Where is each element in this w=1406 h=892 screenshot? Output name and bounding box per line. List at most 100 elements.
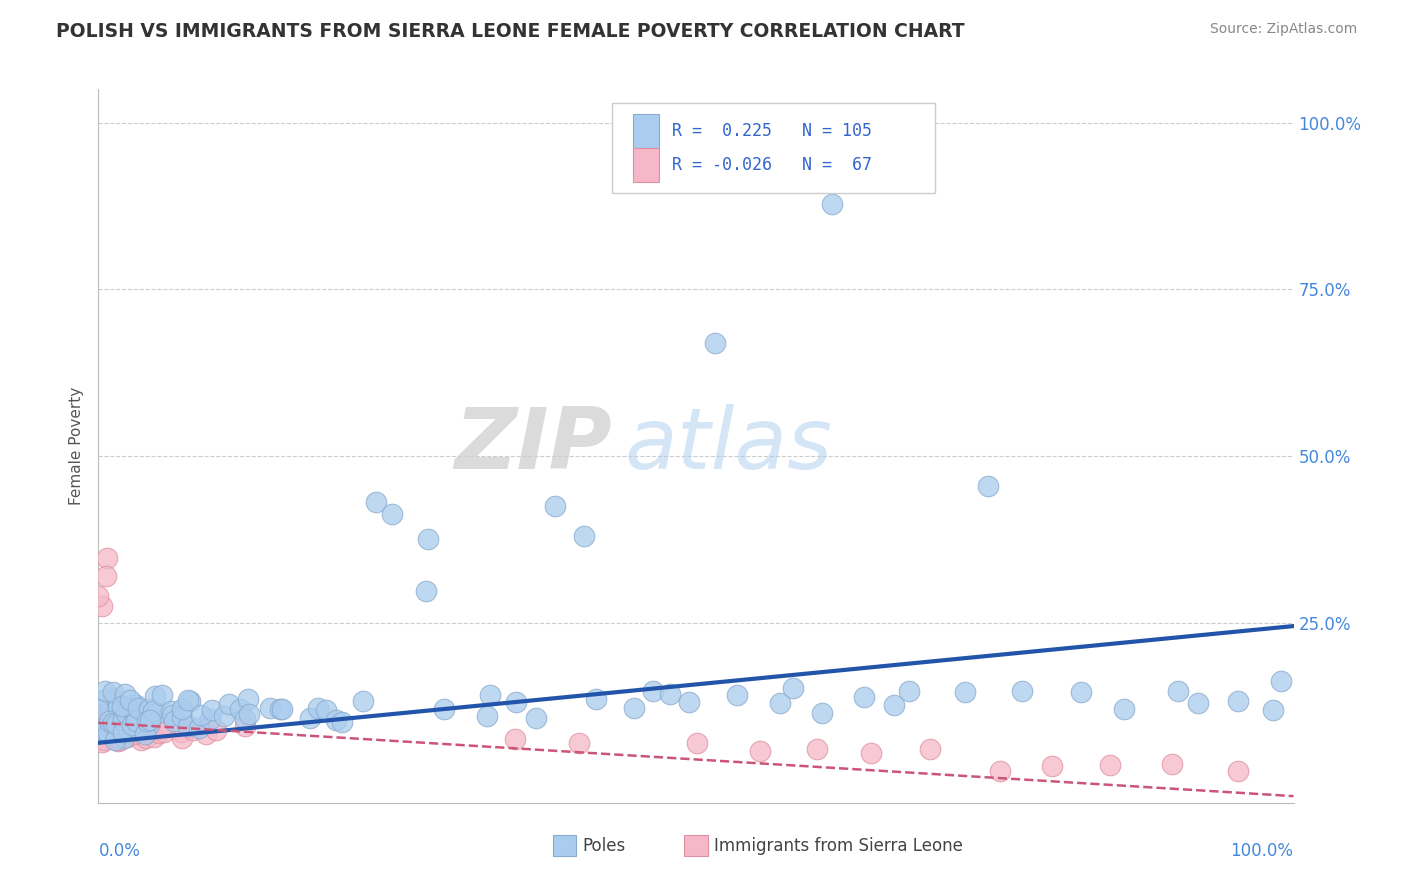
Point xyxy=(125,714,148,728)
Point xyxy=(330,715,353,730)
Point xyxy=(170,701,193,715)
Point xyxy=(111,715,134,730)
Point xyxy=(270,702,292,716)
Point xyxy=(315,703,337,717)
Point xyxy=(659,687,682,701)
Point xyxy=(200,712,222,726)
Point xyxy=(179,694,201,708)
Text: POLISH VS IMMIGRANTS FROM SIERRA LEONE FEMALE POVERTY CORRELATION CHART: POLISH VS IMMIGRANTS FROM SIERRA LEONE F… xyxy=(56,22,965,41)
Point xyxy=(112,725,135,739)
Point xyxy=(572,529,595,543)
Point xyxy=(859,746,882,760)
Point xyxy=(117,712,139,726)
Point xyxy=(259,701,281,715)
Point xyxy=(125,698,148,712)
Point xyxy=(205,723,228,738)
Point xyxy=(121,718,143,732)
Point xyxy=(1187,696,1209,710)
Point xyxy=(821,197,844,211)
Point xyxy=(188,721,211,735)
Point xyxy=(153,724,176,739)
Point xyxy=(162,714,184,729)
Point xyxy=(172,710,194,724)
Text: 100.0%: 100.0% xyxy=(1230,842,1294,860)
Point xyxy=(96,719,118,733)
Point xyxy=(920,742,942,756)
Text: R = -0.026   N =  67: R = -0.026 N = 67 xyxy=(672,156,872,174)
Y-axis label: Female Poverty: Female Poverty xyxy=(69,387,84,505)
Point xyxy=(138,717,160,731)
Point xyxy=(121,725,143,739)
Point xyxy=(641,684,664,698)
Point xyxy=(114,723,136,738)
Point xyxy=(299,710,322,724)
Point xyxy=(111,715,134,730)
Point xyxy=(115,728,138,742)
Point xyxy=(201,703,224,717)
Point xyxy=(1167,683,1189,698)
Point xyxy=(112,731,135,745)
Point xyxy=(97,719,120,733)
Point xyxy=(898,683,921,698)
Point xyxy=(107,699,129,714)
Point xyxy=(142,704,165,718)
Point xyxy=(115,730,138,744)
Point xyxy=(415,584,437,599)
Point xyxy=(416,533,439,547)
Point xyxy=(128,722,150,736)
Point xyxy=(93,724,115,739)
Point xyxy=(112,718,135,732)
Point xyxy=(107,733,129,747)
Point xyxy=(988,764,1011,779)
Text: R =  0.225   N = 105: R = 0.225 N = 105 xyxy=(672,122,872,140)
Point xyxy=(233,712,256,726)
Point xyxy=(749,744,772,758)
Point xyxy=(782,681,804,696)
Point xyxy=(568,736,591,750)
FancyBboxPatch shape xyxy=(613,103,935,193)
Point xyxy=(97,726,120,740)
Point xyxy=(194,727,217,741)
Point xyxy=(953,685,976,699)
Point xyxy=(101,685,124,699)
Point xyxy=(1270,674,1292,689)
Point xyxy=(118,725,141,739)
FancyBboxPatch shape xyxy=(685,835,709,856)
Point xyxy=(114,706,136,721)
Point xyxy=(103,716,125,731)
Point xyxy=(806,741,828,756)
Point xyxy=(117,701,139,715)
Point xyxy=(94,569,117,583)
Point xyxy=(160,708,183,723)
Point xyxy=(238,692,260,706)
Point xyxy=(136,714,159,728)
Point xyxy=(138,702,160,716)
Point xyxy=(110,732,132,747)
Point xyxy=(160,704,183,718)
Point xyxy=(1011,684,1033,698)
Point xyxy=(104,726,127,740)
Point xyxy=(1160,757,1182,772)
Point xyxy=(114,687,136,701)
Point xyxy=(177,693,200,707)
Text: atlas: atlas xyxy=(624,404,832,488)
Point xyxy=(853,690,876,704)
Point xyxy=(148,726,170,740)
Point xyxy=(725,688,748,702)
Point xyxy=(135,723,157,737)
Point xyxy=(505,731,527,746)
Point xyxy=(883,698,905,712)
Text: ZIP: ZIP xyxy=(454,404,613,488)
Point xyxy=(124,717,146,731)
Point xyxy=(1112,702,1135,716)
Point xyxy=(678,695,700,709)
Text: Source: ZipAtlas.com: Source: ZipAtlas.com xyxy=(1209,22,1357,37)
Point xyxy=(87,723,110,737)
Point xyxy=(107,730,129,744)
Point xyxy=(505,695,527,709)
Point xyxy=(105,714,128,729)
Point xyxy=(183,723,205,738)
Point xyxy=(94,683,117,698)
Point xyxy=(686,736,709,750)
Point xyxy=(977,479,1000,493)
